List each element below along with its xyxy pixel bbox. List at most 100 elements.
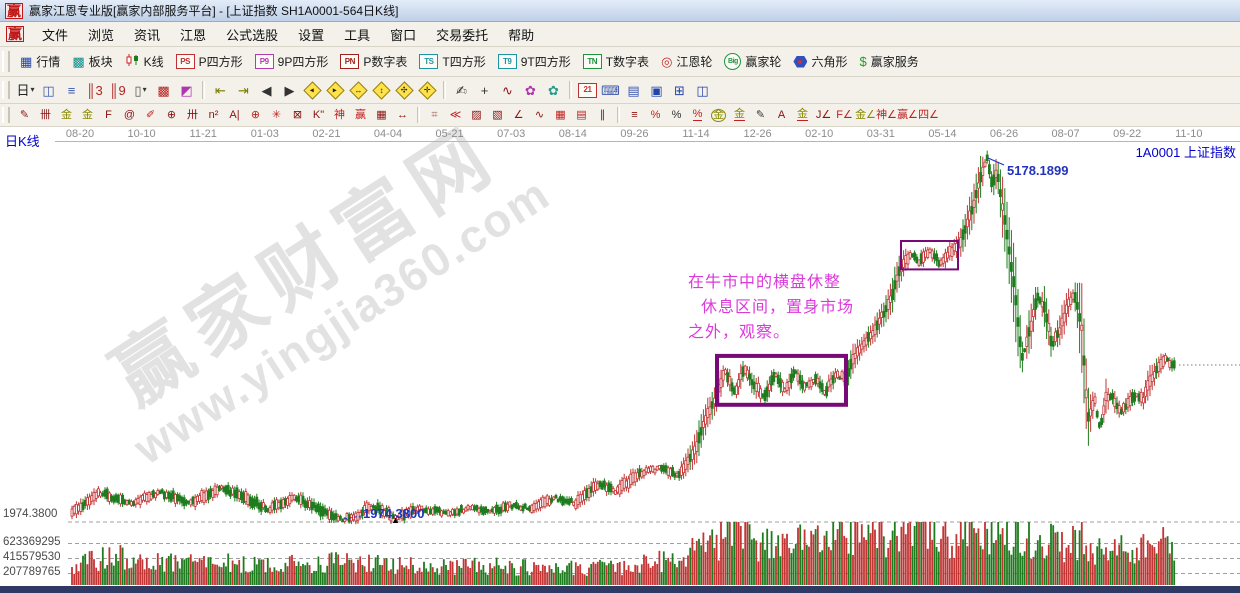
tool-compress-all[interactable]: ✣ [393,80,416,101]
tool-gold-coin[interactable]: 金 [708,106,729,124]
tool-bars-9[interactable]: ║9 [106,80,129,101]
toolbar-button-quotes[interactable]: ▦ 行情 [14,47,66,76]
toolbar-button-t-square[interactable]: TS T四方形 [413,47,491,76]
tool-export-data[interactable]: ⊞ [668,80,691,101]
tool-gann-box[interactable]: ▨ [466,106,487,124]
tool-period-selector[interactable]: 日 ▾ [14,80,37,101]
tool-width-measure[interactable]: ↔ [392,106,413,124]
toolbar-button-gann-wheel[interactable]: ◎ 江恩轮 [655,47,718,76]
tool-ying-angle[interactable]: 赢∠ [897,106,918,124]
tool-gold-angle[interactable]: 金∠ [855,106,876,124]
tool-percent[interactable]: % [666,106,687,124]
box-select-icon: ⌗ [431,108,438,121]
tool-angle-lines[interactable]: ∠ [508,106,529,124]
toolbar-button-p-square[interactable]: PS P四方形 [170,47,249,76]
tool-si-angle[interactable]: 四∠ [918,106,939,124]
tool-prev-bar[interactable]: ◀ [255,80,278,101]
tool-candle-pen[interactable]: ✎ [750,106,771,124]
menu-item-browse[interactable]: 浏览 [88,27,115,43]
tool-bars-3[interactable]: ║3 [83,80,106,101]
tool-spiral-tool[interactable]: @ [119,106,140,124]
toolbar-button-kline[interactable]: K线 [119,47,170,76]
tool-gann-tool-purple[interactable]: ✿ [519,80,542,101]
toolbar-button-winner-wheel[interactable]: Big 赢家轮 [718,47,787,76]
crosshair-icon: + [480,82,489,98]
tool-a-channel[interactable]: A| [224,106,245,124]
tool-k-note[interactable]: K" [308,106,329,124]
tool-chart-window[interactable]: ◫ [37,80,60,101]
tool-time-wheel[interactable]: ⊕ [161,106,182,124]
tool-hand-tool[interactable]: ✍ [450,80,473,101]
tool-last-page[interactable]: ⇥ [232,80,255,101]
tool-crosshair[interactable]: + [473,80,496,101]
annotation-line: 休息区间，置身市场 [701,299,855,316]
tool-gold-gate-1[interactable]: 金 [56,106,77,124]
tool-shen-tool[interactable]: 神 [329,106,350,124]
tool-crosshair-wheel[interactable]: ⊕ [245,106,266,124]
toolbar-button-t-digit-table[interactable]: TN T数字表 [577,47,655,76]
tool-fan-lines[interactable]: ≪ [445,106,466,124]
toolbar-button-hexagon[interactable]: 六角形 [787,47,853,76]
tool-stat-bars[interactable]: ≡ [624,106,645,124]
tool-hatch-lines[interactable]: 卌 [35,106,56,124]
tool-gold-gate-2[interactable]: 金 [77,106,98,124]
tool-expand-all[interactable]: ✛ [416,80,439,101]
tool-hatch-lines-2[interactable]: 卅 [182,106,203,124]
tool-gann-tool-teal[interactable]: ✿ [542,80,565,101]
tool-pattern-box[interactable]: ▩ [152,80,175,101]
tool-grid-123[interactable]: ▦ [371,106,392,124]
tool-j-angle[interactable]: J∠ [813,106,834,124]
tool-percent-line[interactable]: % [687,106,708,124]
menu-item-gann[interactable]: 江恩 [180,27,207,43]
chart-canvas[interactable] [0,127,1240,593]
toolbar-button-9p-square[interactable]: P9 9P四方形 [249,47,335,76]
toolbar-button-9t-square[interactable]: T9 9T四方形 [492,47,577,76]
tool-f-gate[interactable]: F [98,106,119,124]
tool-compass-pen[interactable]: ✎ [14,106,35,124]
tool-percent-band[interactable]: % [645,106,666,124]
menu-item-settings[interactable]: 设置 [298,27,325,43]
tool-color-histogram[interactable]: ◩ [175,80,198,101]
menu-item-file[interactable]: 文件 [42,27,69,43]
tool-f-angle[interactable]: F∠ [834,106,855,124]
menu-item-news[interactable]: 资讯 [134,27,161,43]
tool-shift-left[interactable]: ◂ [301,80,324,101]
menu-item-window[interactable]: 窗口 [390,27,417,43]
tool-box-select[interactable]: ⌗ [424,106,445,124]
menu-item-tools[interactable]: 工具 [344,27,371,43]
tool-candle-style[interactable]: ▯ ▾ [129,80,152,101]
tool-red-grid-2[interactable]: ▤ [571,106,592,124]
tool-curve-measure[interactable]: ∿ [496,80,519,101]
tool-calculator[interactable]: ⌨ [599,80,622,101]
tool-compass-red[interactable]: ✐ [140,106,161,124]
menu-item-trade[interactable]: 交易委托 [436,27,489,43]
tool-notes[interactable]: ▤ [622,80,645,101]
tool-first-page[interactable]: ⇤ [209,80,232,101]
tool-wave-lines[interactable]: ∿ [529,106,550,124]
tool-export-image[interactable]: ◫ [691,80,714,101]
tool-a-wave[interactable]: A [771,106,792,124]
date-tick-label: 01-03 [250,128,279,140]
tool-red-grid[interactable]: ▦ [550,106,571,124]
tool-expand-horizontal[interactable]: ↔ [347,80,370,101]
tool-gold-underline[interactable]: 金 [792,106,813,124]
menu-item-help[interactable]: 帮助 [508,27,535,43]
tool-ying-tool[interactable]: 赢 [350,106,371,124]
tool-star-wheel[interactable]: ✳ [266,106,287,124]
tool-save[interactable]: ▣ [645,80,668,101]
tool-shift-right[interactable]: ▸ [324,80,347,101]
menu-item-formula-pick[interactable]: 公式选股 [226,27,279,43]
toolbar-button-sectors[interactable]: ▩ 板块 [66,47,118,76]
tool-info-panel[interactable]: ≡ [60,80,83,101]
tool-gold-line[interactable]: 金 [729,106,750,124]
tool-gann-box-2[interactable]: ▧ [487,106,508,124]
tool-shen-angle[interactable]: 神∠ [876,106,897,124]
tool-calendar[interactable]: 21 [576,80,599,101]
tool-compress-horizontal[interactable]: ↕ [370,80,393,101]
tool-slash-lines[interactable]: ∥ [592,106,613,124]
toolbar-button-p-digit-table[interactable]: PN P数字表 [334,47,413,76]
tool-next-bar[interactable]: ▶ [278,80,301,101]
toolbar-button-winner-service[interactable]: $ 赢家服务 [853,47,924,76]
tool-n-square[interactable]: n² [203,106,224,124]
tool-web-box[interactable]: ⊠ [287,106,308,124]
